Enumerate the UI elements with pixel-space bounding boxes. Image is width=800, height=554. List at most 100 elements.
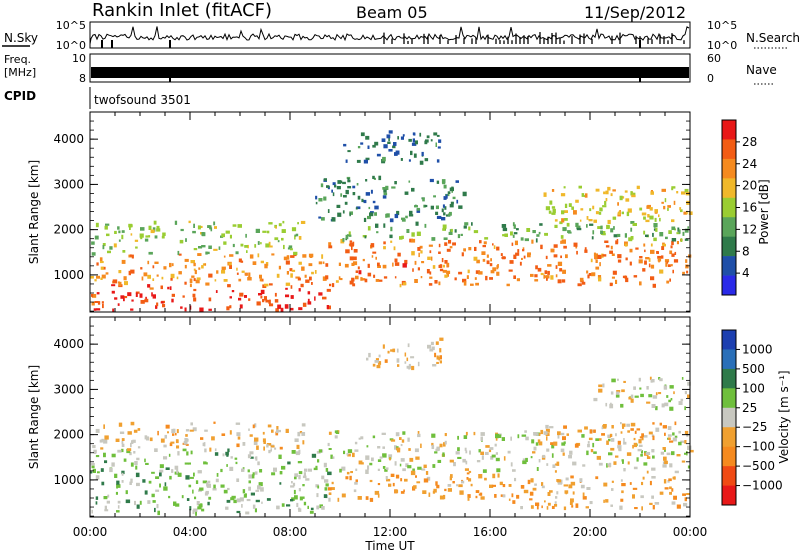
velocity-cell <box>297 461 303 464</box>
power-cell <box>188 220 191 224</box>
power-cell <box>527 253 531 258</box>
velocity-cell <box>447 488 452 492</box>
power-cell <box>625 257 628 261</box>
velocity-cell <box>671 451 675 456</box>
velocity-cell <box>570 481 576 486</box>
power-cell <box>448 231 453 235</box>
power-cell <box>631 194 636 198</box>
power-cell <box>430 205 434 210</box>
power-cell <box>347 186 352 189</box>
power-cell <box>485 275 488 281</box>
velocity-cell <box>640 495 644 499</box>
velocity-cell <box>415 456 420 460</box>
velocity-cell <box>436 484 440 489</box>
velocity-cell <box>535 502 540 506</box>
power-cell <box>274 237 279 241</box>
velocity-cell <box>652 395 658 399</box>
power-cell <box>602 205 607 208</box>
velocity-cell <box>145 462 149 465</box>
velocity-cell <box>316 493 319 498</box>
velocity-cell <box>133 451 136 454</box>
power-cell <box>112 308 115 313</box>
velocity-cell <box>172 433 175 436</box>
power-cell <box>322 276 327 281</box>
velocity-cell <box>651 495 654 499</box>
power-cell <box>434 280 438 284</box>
velocity-cell <box>646 470 649 474</box>
power-cell <box>446 270 451 274</box>
velocity-cell <box>325 483 329 487</box>
power-cell <box>506 283 510 287</box>
power-cell <box>382 264 387 269</box>
power-cell <box>449 204 454 208</box>
velocity-cell <box>444 433 447 437</box>
power-cell <box>248 298 251 301</box>
power-cell <box>421 151 424 156</box>
power-cell <box>214 226 217 229</box>
velocity-cell <box>533 446 537 451</box>
power-cell <box>588 219 593 222</box>
power-cell <box>442 181 446 185</box>
velocity-cell <box>541 482 544 486</box>
power-cell <box>156 302 159 307</box>
velocity-cell <box>372 435 376 439</box>
power-cell <box>361 198 364 203</box>
velocity-cell <box>366 469 369 474</box>
power-cell <box>629 261 632 266</box>
power-cell <box>632 223 637 226</box>
velocity-cell <box>151 493 155 498</box>
power-cell <box>201 245 206 248</box>
power-cell <box>633 275 638 278</box>
velocity-cell <box>194 508 198 512</box>
velocity-cell <box>298 475 301 480</box>
power-cell <box>671 187 674 191</box>
velocity-cell <box>355 479 358 483</box>
power-cell <box>443 237 448 240</box>
power-cell <box>424 223 427 228</box>
power-cell <box>386 134 391 139</box>
power-cell <box>269 303 274 307</box>
power-cell <box>375 223 379 228</box>
velocity-cell <box>497 473 500 478</box>
velocity-cell <box>616 390 621 393</box>
power-cell <box>342 210 345 214</box>
velocity-cell <box>160 438 165 443</box>
power-cell <box>161 235 165 239</box>
power-cell <box>644 260 647 265</box>
power-cell <box>325 263 329 267</box>
power-cell <box>664 259 670 263</box>
power-cell <box>229 254 234 257</box>
power-cell <box>406 229 410 233</box>
power-cell <box>334 184 337 188</box>
velocity-cell <box>615 433 617 437</box>
velocity-cell <box>139 500 142 505</box>
velocity-cell <box>137 446 141 449</box>
velocity-cell <box>172 428 176 433</box>
power-cell <box>576 225 581 230</box>
power-cell <box>436 180 440 184</box>
velocity-cell <box>183 441 188 445</box>
velocity-cell <box>467 494 471 498</box>
power-cell <box>444 206 447 210</box>
velocity-cell <box>546 463 549 466</box>
velocity-cell <box>641 481 644 486</box>
ytick-label: 1000 <box>53 268 84 282</box>
power-cell <box>121 230 125 233</box>
velocity-cell <box>215 478 219 483</box>
velocity-cell <box>390 439 396 442</box>
power-cell <box>114 230 117 234</box>
power-cell <box>370 189 373 194</box>
velocity-cell <box>175 503 180 507</box>
power-cell <box>451 186 454 189</box>
power-cell <box>683 211 687 215</box>
velocity-cell <box>520 506 523 510</box>
velocity-cell <box>686 493 690 495</box>
velocity-cell <box>248 428 250 431</box>
velocity-cell <box>252 424 255 429</box>
velocity-cell <box>582 464 586 467</box>
velocity-cell <box>470 483 473 487</box>
velocity-cell <box>523 489 529 494</box>
power-cell <box>643 243 646 247</box>
velocity-cell <box>404 361 407 364</box>
power-cell <box>645 257 650 260</box>
